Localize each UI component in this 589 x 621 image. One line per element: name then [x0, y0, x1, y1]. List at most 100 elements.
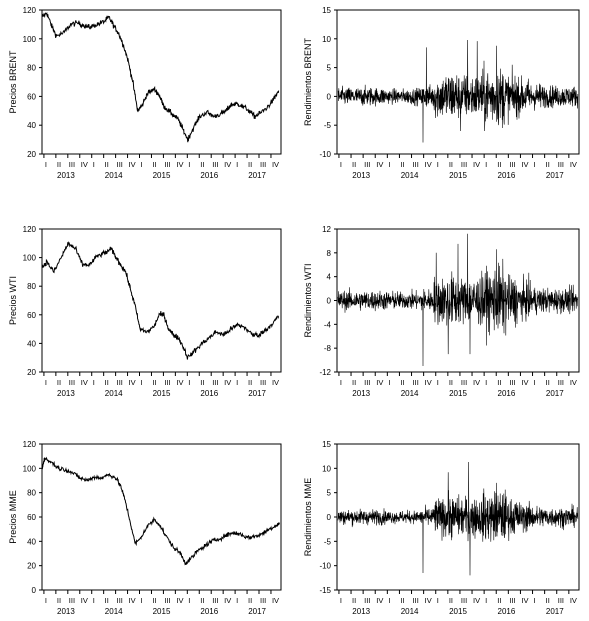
x-year-label: 2013	[352, 607, 370, 616]
y-tick-label: 60	[27, 311, 36, 320]
x-quarter-label: I	[141, 378, 143, 387]
x-quarter-label: III	[212, 160, 218, 169]
y-tick-label: -10	[319, 562, 331, 571]
x-quarter-label: II	[200, 596, 204, 605]
x-quarter-label: III	[509, 378, 515, 387]
x-quarter-label: IV	[425, 596, 432, 605]
y-tick-label: 10	[322, 35, 331, 44]
x-quarter-label: IV	[272, 160, 279, 169]
x-quarter-label: III	[69, 596, 75, 605]
y-tick-label: 20	[27, 150, 36, 159]
x-quarter-label: II	[400, 596, 404, 605]
x-quarter-label: IV	[425, 160, 432, 169]
x-quarter-label: IV	[376, 596, 383, 605]
x-quarter-label: I	[437, 378, 439, 387]
x-quarter-label: III	[212, 596, 218, 605]
x-year-label: 2015	[153, 607, 171, 616]
x-quarter-label: I	[340, 160, 342, 169]
x-year-label: 2017	[546, 607, 564, 616]
x-quarter-label: II	[105, 160, 109, 169]
x-quarter-label: I	[236, 596, 238, 605]
y-tick-label: 0	[327, 297, 332, 306]
x-quarter-label: I	[534, 160, 536, 169]
x-quarter-label: IV	[425, 378, 432, 387]
x-quarter-label: III	[260, 596, 266, 605]
x-quarter-label: III	[461, 596, 467, 605]
x-quarter-label: IV	[272, 596, 279, 605]
x-quarter-label: III	[117, 160, 123, 169]
x-quarter-label: III	[364, 378, 370, 387]
x-quarter-label: II	[248, 160, 252, 169]
x-quarter-label: II	[352, 596, 356, 605]
x-quarter-label: III	[413, 160, 419, 169]
x-quarter-label: I	[45, 378, 47, 387]
y-tick-label: -5	[324, 537, 332, 546]
y-tick-label: 40	[27, 537, 36, 546]
x-quarter-label: III	[364, 596, 370, 605]
x-quarter-label: IV	[570, 160, 577, 169]
x-quarter-label: IV	[129, 160, 136, 169]
x-quarter-label: III	[260, 378, 266, 387]
x-quarter-label: I	[141, 160, 143, 169]
x-year-label: 2017	[546, 389, 564, 398]
y-tick-label: 4	[327, 273, 332, 282]
x-year-label: 2016	[200, 389, 218, 398]
x-year-label: 2016	[498, 389, 516, 398]
x-year-label: 2016	[498, 171, 516, 180]
y-tick-label: 60	[27, 92, 36, 101]
x-quarter-label: IV	[473, 160, 480, 169]
x-quarter-label: IV	[272, 378, 279, 387]
x-quarter-label: III	[558, 378, 564, 387]
x-quarter-label: III	[212, 378, 218, 387]
x-quarter-label: I	[45, 160, 47, 169]
x-quarter-label: III	[69, 378, 75, 387]
x-quarter-label: IV	[521, 596, 528, 605]
x-quarter-label: I	[236, 378, 238, 387]
x-year-label: 2016	[498, 607, 516, 616]
x-quarter-label: II	[546, 160, 550, 169]
x-quarter-label: I	[388, 160, 390, 169]
x-quarter-label: IV	[129, 378, 136, 387]
x-quarter-label: I	[45, 596, 47, 605]
x-quarter-label: II	[497, 160, 501, 169]
y-tick-label: 120	[23, 440, 37, 449]
x-year-label: 2015	[449, 607, 467, 616]
series-line	[41, 12, 280, 143]
y-axis-label: Precios WTI	[8, 276, 18, 325]
x-quarter-label: II	[248, 596, 252, 605]
x-quarter-label: III	[509, 596, 515, 605]
x-quarter-label: I	[485, 378, 487, 387]
y-tick-label: 40	[27, 339, 36, 348]
x-quarter-label: III	[117, 378, 123, 387]
x-quarter-label: I	[188, 596, 190, 605]
y-tick-label: 15	[322, 6, 331, 15]
x-quarter-label: I	[437, 160, 439, 169]
x-year-label: 2017	[248, 607, 266, 616]
y-tick-label: 15	[322, 440, 331, 449]
x-quarter-label: II	[248, 378, 252, 387]
x-quarter-label: III	[461, 160, 467, 169]
x-year-label: 2013	[352, 389, 370, 398]
x-quarter-label: II	[546, 596, 550, 605]
y-axis-label: Rendimientos WTI	[303, 263, 313, 337]
x-quarter-label: II	[105, 378, 109, 387]
x-quarter-label: IV	[129, 596, 136, 605]
x-quarter-label: II	[200, 160, 204, 169]
y-tick-label: 80	[27, 489, 36, 498]
x-quarter-label: III	[509, 160, 515, 169]
plot-frame	[41, 228, 282, 373]
x-quarter-label: II	[449, 596, 453, 605]
x-quarter-label: III	[117, 596, 123, 605]
x-year-label: 2013	[57, 607, 75, 616]
x-year-label: 2017	[546, 171, 564, 180]
x-quarter-label: II	[152, 160, 156, 169]
x-year-label: 2016	[200, 171, 218, 180]
x-quarter-label: I	[340, 378, 342, 387]
x-quarter-label: IV	[224, 378, 231, 387]
x-year-label: 2015	[153, 389, 171, 398]
